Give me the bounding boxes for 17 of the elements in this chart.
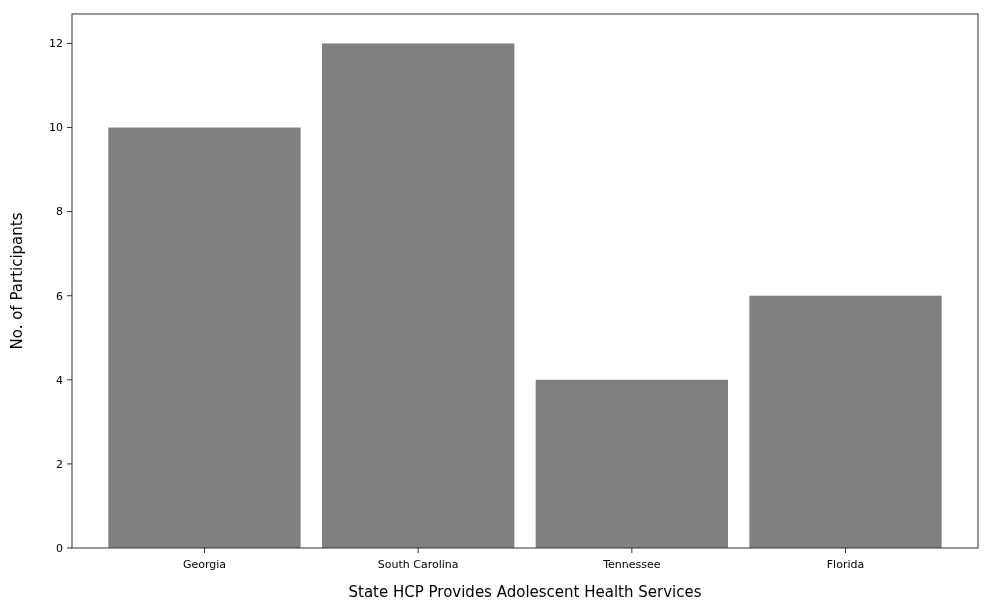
y-tick-label: 8	[56, 205, 63, 219]
y-tick-label: 4	[56, 373, 63, 387]
y-axis-title: No. of Participants	[8, 212, 26, 350]
x-axis-title: State HCP Provides Adolescent Health Services	[348, 583, 702, 601]
x-tick-label: Tennessee	[602, 558, 661, 571]
y-tick-label: 10	[49, 121, 63, 135]
bar	[108, 127, 301, 548]
bar	[322, 43, 515, 548]
x-tick-label: Georgia	[182, 558, 227, 571]
y-tick-label: 2	[56, 457, 63, 471]
bar	[749, 295, 942, 548]
y-tick-label: 0	[56, 541, 63, 555]
y-tick-label: 12	[49, 37, 63, 51]
bar	[535, 379, 728, 548]
x-tick-label: South Carolina	[377, 558, 459, 571]
y-tick-label: 6	[56, 289, 63, 303]
x-tick-label: Florida	[826, 558, 865, 571]
